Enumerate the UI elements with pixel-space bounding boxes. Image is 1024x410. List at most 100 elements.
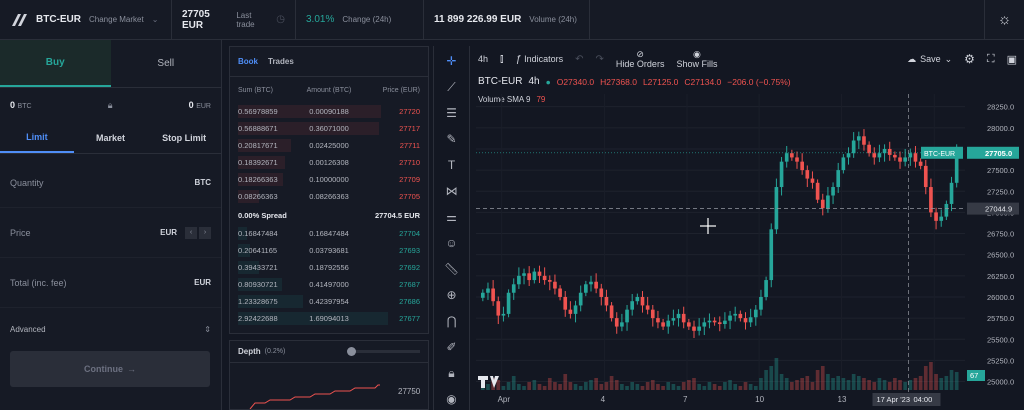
candle [764,280,768,297]
book-row[interactable]: 0.18266363 0.10000000 27709 [230,171,428,188]
pencil-lock-icon[interactable]: ✐ [446,340,457,354]
settings-icon[interactable]: ☼ [984,0,1024,40]
screenshot-icon[interactable]: ▣ [1006,53,1017,66]
chevron-right-icon[interactable]: › [199,226,211,239]
book-row[interactable]: 0.56978859 0.00090188 27720 [230,103,428,120]
price-chart[interactable]: 28250.028000.027750.027500.027250.027000… [470,72,1024,410]
volume-bar [779,374,784,390]
trendline-icon[interactable]: ⟋ [447,79,456,94]
book-row[interactable]: 0.16847484 0.16847484 27704 [230,225,428,242]
horizontal-lines-icon[interactable]: ☰ [446,106,457,120]
eye-icon[interactable]: ◉ [446,392,457,406]
legend-change: −206.0 (−0.75%) [727,76,791,87]
book-row[interactable]: 2.92422688 1.69094013 27677 [230,310,428,327]
volume-bar [856,376,861,390]
book-price: 27709 [399,175,421,184]
candle [604,296,609,306]
volume-bar [723,382,727,390]
y-tick-label: 25000.0 [987,378,1014,387]
book-row[interactable]: 1.23328675 0.42397954 27686 [230,293,428,310]
tab-trades[interactable]: Trades [268,57,294,66]
advanced-toggle[interactable]: Advanced ⇕ [0,314,221,344]
volume-bar [563,374,568,390]
last-price-symbol-tag [921,146,963,159]
show-fills-button[interactable]: ◉ Show Fills [676,49,718,69]
hide-orders-button[interactable]: ⊘ Hide Orders [615,49,665,69]
zoom-icon[interactable]: ⊕ [446,288,457,302]
tab-book[interactable]: Book [238,57,258,66]
candle [759,296,763,310]
cloud-icon: ☁ [907,53,917,64]
book-row[interactable]: 0.18392671 0.00126308 27710 [230,154,428,171]
fullscreen-icon[interactable]: ⛶ [986,52,995,65]
volume-bar [728,380,732,390]
depth-slider-handle[interactable] [347,347,356,356]
save-button[interactable]: ☁ Save ⌄ [907,53,953,65]
quantity-field[interactable]: Quantity BTC [0,158,221,208]
last-price-value: 27705.0 [985,149,1012,158]
arrow-right-icon: → [127,364,136,374]
candles-icon[interactable]: ⫾ [500,52,504,65]
continue-button[interactable]: Continue → [10,351,210,387]
price-stepper: ‹ › [185,226,211,239]
undo-icon[interactable]: ↶ [575,53,584,65]
market-selector[interactable]: BTC-EUR Change Market ⌄ [0,0,172,40]
book-row[interactable]: 0.39433721 0.18792556 27692 [230,259,428,276]
candle [929,187,933,213]
candle [486,288,490,293]
ruler-icon[interactable]: 📏︎ [443,262,460,276]
volume-bar [764,370,768,390]
bids-list: 0.16847484 0.16847484 27704 0.20641165 0.037… [230,225,428,327]
interval-button[interactable]: 4h [478,54,489,64]
volume-bar [769,366,774,390]
x-tick-label: 13 [838,395,847,404]
book-row[interactable]: 0.56888671 0.36071000 27717 [230,120,428,137]
book-row[interactable]: 0.20641165 0.03793681 27693 [230,242,428,259]
volume-bar [733,384,738,390]
text-icon[interactable]: T [447,158,456,172]
gear-icon[interactable]: ⚙ [964,52,975,66]
redo-icon[interactable]: ↷ [595,53,604,65]
volume-bar [594,378,598,390]
depth-bar [238,139,291,152]
pattern-icon[interactable]: ⋈ [445,184,458,198]
magnet-icon[interactable]: ⋂ [446,314,457,328]
book-row[interactable]: 0.80930721 0.41497000 27687 [230,276,428,293]
sell-tab[interactable]: Sell [157,58,175,69]
chart-topbar: 4h ⫾ ƒ Indicators ↶ ↷ ⊘ Hide Orders ◉ Show … [470,46,1024,72]
volume-bar [537,384,542,390]
change-market-label[interactable]: Change Market [89,15,144,24]
emoji-icon[interactable]: ☺ [445,236,458,250]
volume-bar [692,378,696,390]
total-field[interactable]: Total (inc. fee) EUR [0,258,221,308]
candle [954,152,959,183]
book-price: 27693 [399,246,421,255]
volume-bar [918,376,923,390]
tab-market[interactable]: Market [96,132,126,143]
price-unit: EUR [160,228,177,237]
depth-slider[interactable] [347,347,420,356]
chevron-left-icon[interactable]: ‹ [185,226,197,239]
book-row[interactable]: 0.08266363 0.08266363 27705 [230,188,428,205]
x-tick-label: Apr [498,395,511,404]
prediction-icon[interactable]: ⚌ [446,210,457,224]
tab-limit[interactable]: Limit [0,122,74,153]
price-field[interactable]: Price EUR ‹ › [0,208,221,258]
volume-bar [553,382,557,390]
book-amount: 1.69094013 [309,314,349,323]
volume-bar [759,378,763,390]
lock-icon[interactable]: 🔒︎ [448,365,455,380]
candle [635,296,640,302]
brush-icon[interactable]: ✎ [446,132,457,146]
book-price: 27677 [399,314,421,323]
buy-tab[interactable]: Buy [0,40,111,87]
crosshair-icon[interactable]: ✛ [446,54,457,68]
candle [527,273,532,281]
volume-bar [635,384,640,390]
volume-bar [511,376,516,390]
indicators-button[interactable]: ƒ Indicators [515,53,564,65]
tab-stop-limit[interactable]: Stop Limit [162,132,207,143]
candle [790,153,794,158]
depth-label: Depth [238,347,261,356]
book-row[interactable]: 0.20817671 0.02425000 27711 [230,137,428,154]
